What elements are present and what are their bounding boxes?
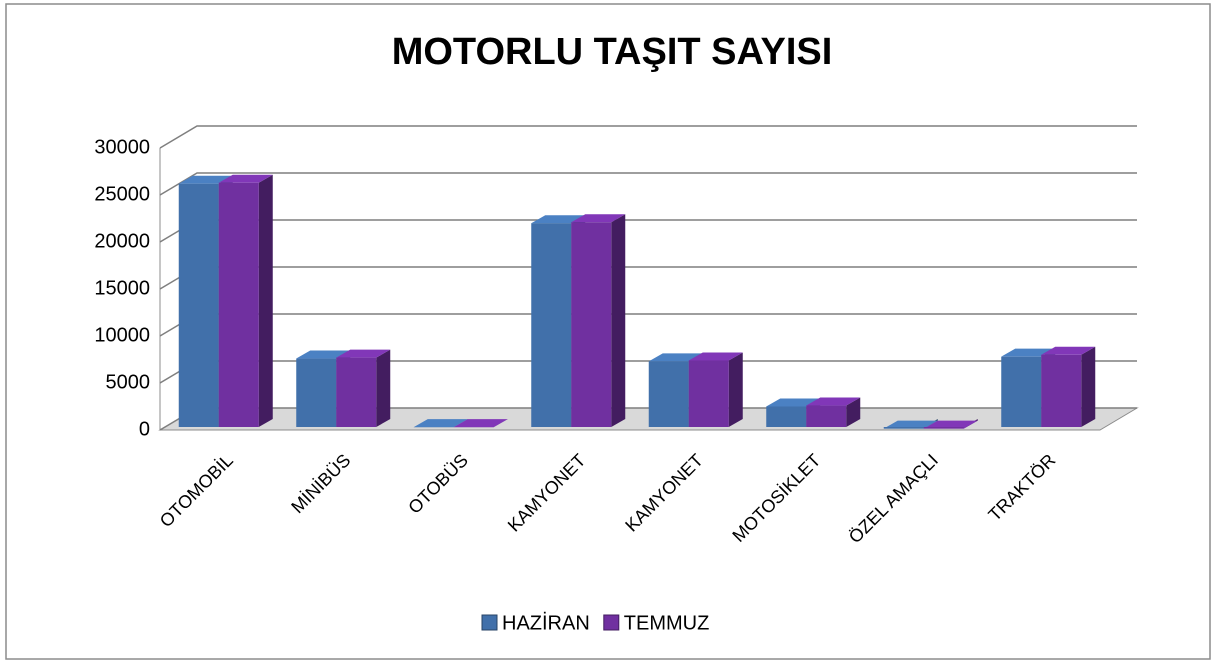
bar-top	[336, 349, 391, 358]
bar-top	[806, 397, 861, 406]
bar-top	[923, 420, 978, 429]
bar-front	[883, 427, 924, 429]
bar-front	[218, 182, 259, 427]
bar	[218, 174, 273, 427]
bar-front	[1041, 354, 1082, 427]
bar-front	[296, 358, 337, 427]
bar	[1041, 346, 1096, 427]
y-tick-label: 0	[139, 418, 150, 440]
y-tick-label: 30000	[94, 136, 150, 158]
bar-top	[296, 350, 351, 359]
bar-front	[1001, 356, 1042, 427]
y-tick-label: 5000	[106, 371, 151, 393]
grid-line	[159, 125, 1137, 149]
bar-top	[218, 174, 273, 183]
bar-front	[806, 405, 847, 427]
legend-label: HAZİRAN	[502, 611, 590, 634]
legend-swatch	[481, 614, 498, 631]
bar-side	[258, 174, 273, 427]
y-tick-label: 20000	[94, 230, 150, 252]
bar	[571, 214, 626, 427]
bar-top	[648, 353, 703, 362]
bar-side	[611, 214, 626, 427]
legend-label: TEMMUZ	[624, 612, 710, 634]
bar-front	[923, 427, 964, 429]
bar-top	[766, 398, 821, 407]
y-tick-label: 10000	[94, 324, 150, 346]
bar-front	[766, 406, 807, 427]
bar-top	[571, 214, 626, 223]
bar	[688, 352, 743, 427]
bar-top	[688, 352, 743, 361]
bar-front	[178, 183, 219, 427]
bar-side	[1081, 346, 1096, 427]
bar-front	[648, 361, 689, 427]
bar-side	[846, 397, 861, 427]
chart-title: MOTORLU TAŞIT SAYISI	[392, 31, 833, 73]
bar-side	[376, 349, 391, 427]
bar	[883, 419, 938, 429]
bar-front	[531, 223, 572, 427]
bar	[453, 419, 508, 428]
bar-top	[1041, 346, 1096, 355]
bar	[923, 419, 978, 429]
y-tick-label: 25000	[94, 183, 150, 205]
bar	[806, 397, 861, 427]
bar-top	[531, 215, 586, 224]
legend-swatch	[603, 614, 620, 631]
grid-line	[159, 172, 1137, 196]
bar-front	[571, 222, 612, 427]
bar-top	[453, 419, 508, 428]
y-tick-label: 15000	[94, 277, 150, 299]
bar	[413, 419, 468, 428]
bar-front	[336, 357, 377, 427]
bar-top	[413, 419, 468, 428]
bar-top	[178, 175, 233, 184]
bar	[336, 349, 391, 427]
bar-top	[883, 420, 938, 429]
bar-front	[688, 360, 729, 427]
bar-side	[728, 352, 743, 427]
